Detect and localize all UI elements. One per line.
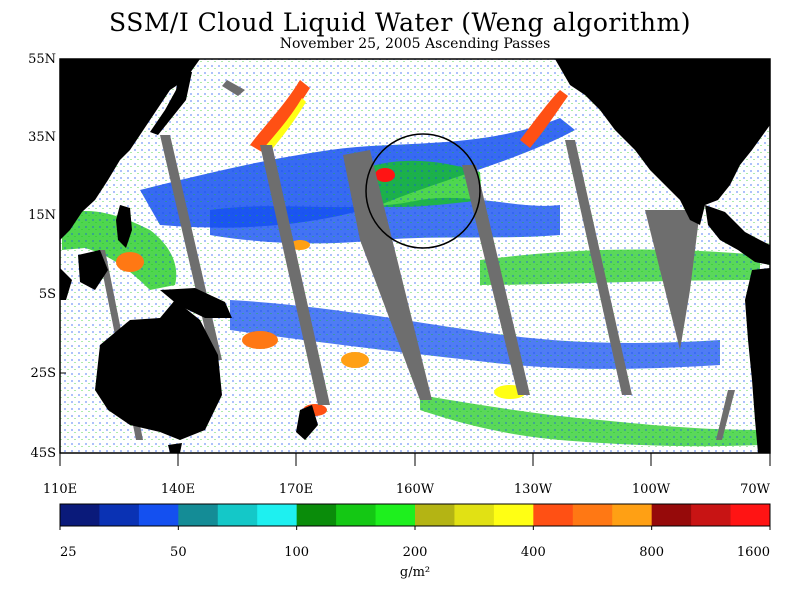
intense-core-coral-sea bbox=[242, 331, 278, 349]
map-field bbox=[60, 59, 770, 453]
land-asia bbox=[60, 59, 200, 240]
legend-swatch bbox=[533, 504, 574, 526]
land-japan bbox=[150, 70, 192, 135]
swath-gap bbox=[260, 145, 330, 405]
lon-tick-label: 140E bbox=[161, 482, 195, 497]
intense-core-kuroshio-front bbox=[250, 80, 310, 152]
legend-swatch bbox=[612, 504, 653, 526]
land-philippines bbox=[116, 205, 132, 248]
swath-gap bbox=[462, 165, 530, 395]
lon-tick-label: 170E bbox=[279, 482, 313, 497]
lat-tick-label: 45S bbox=[31, 446, 56, 461]
longitude-axis: 110E 140E 170E 160W 130W 100W 70W bbox=[43, 453, 771, 497]
swath-gaps bbox=[98, 80, 735, 440]
legend-swatch bbox=[138, 504, 179, 526]
lat-tick-label: 25S bbox=[31, 366, 56, 381]
latitude-axis: 55N 35N 15N 5S 25S 45S bbox=[28, 52, 66, 461]
land-new-zealand bbox=[296, 405, 318, 440]
swath-gap bbox=[222, 80, 245, 96]
swath-gap bbox=[565, 140, 632, 395]
legend-swatch bbox=[257, 504, 298, 526]
legend-swatch bbox=[60, 504, 100, 526]
lat-tick-label: 35N bbox=[28, 130, 56, 145]
lat-tick-label: 5S bbox=[39, 287, 56, 302]
legend-tick-label: 200 bbox=[403, 545, 428, 560]
legend-swatch bbox=[493, 504, 534, 526]
intense-core-circle-region bbox=[375, 168, 395, 182]
legend-swatch bbox=[296, 504, 337, 526]
legend-swatch bbox=[730, 504, 771, 526]
legend-tick-label: 800 bbox=[639, 545, 664, 560]
lat-tick-label: 55N bbox=[28, 52, 56, 67]
legend-swatch bbox=[178, 504, 219, 526]
lon-tick-label: 110E bbox=[43, 482, 77, 497]
land-sumatra bbox=[60, 268, 72, 300]
land-tasmania bbox=[168, 443, 182, 453]
chart-title: SSM/I Cloud Liquid Water (Weng algorithm… bbox=[109, 8, 691, 37]
legend-swatch bbox=[415, 504, 455, 526]
legend-swatch bbox=[217, 504, 258, 526]
annotation-circle bbox=[365, 133, 481, 249]
lon-tick-label: 70W bbox=[740, 482, 771, 497]
intense-core-south-pacific bbox=[341, 352, 369, 368]
swath-gap bbox=[343, 150, 432, 400]
land-south-america bbox=[745, 268, 770, 453]
lon-tick-label: 130W bbox=[514, 482, 553, 497]
legend-swatch bbox=[336, 504, 377, 526]
land-borneo bbox=[78, 250, 108, 290]
lon-tick-label: 160W bbox=[396, 482, 435, 497]
legend-tick-label: 50 bbox=[170, 545, 187, 560]
chart-subtitle: November 25, 2005 Ascending Passes bbox=[279, 36, 551, 52]
swath-gap bbox=[716, 390, 735, 440]
legend-tick-label: 25 bbox=[60, 545, 77, 560]
land-north-america bbox=[555, 59, 770, 225]
intense-core-gulf-alaska bbox=[520, 90, 568, 148]
legend-tick-label: 1600 bbox=[737, 545, 770, 560]
lat-tick-label: 15N bbox=[28, 208, 56, 223]
legend-swatches bbox=[60, 504, 771, 526]
legend-tick-label: 400 bbox=[521, 545, 546, 560]
legend-swatch bbox=[375, 504, 416, 526]
lon-tick-label: 100W bbox=[632, 482, 671, 497]
land-australia bbox=[95, 300, 222, 440]
land-masses bbox=[60, 59, 770, 453]
legend-swatch bbox=[99, 504, 140, 526]
intense-core-philippines bbox=[116, 252, 144, 272]
legend-tick-labels: 25 50 100 200 400 800 1600 bbox=[59, 526, 771, 560]
legend-swatch bbox=[691, 504, 732, 526]
land-new-guinea bbox=[160, 288, 232, 318]
intense-core-itcz bbox=[290, 240, 310, 250]
legend-swatch bbox=[572, 504, 613, 526]
legend-swatch bbox=[651, 504, 692, 526]
land-central-america bbox=[705, 205, 770, 265]
intense-core-front-yellow bbox=[262, 98, 306, 154]
legend-tick-label: 100 bbox=[284, 545, 309, 560]
swath-gap bbox=[645, 210, 700, 350]
legend-unit: g/m² bbox=[400, 565, 430, 580]
legend-swatch bbox=[454, 504, 495, 526]
